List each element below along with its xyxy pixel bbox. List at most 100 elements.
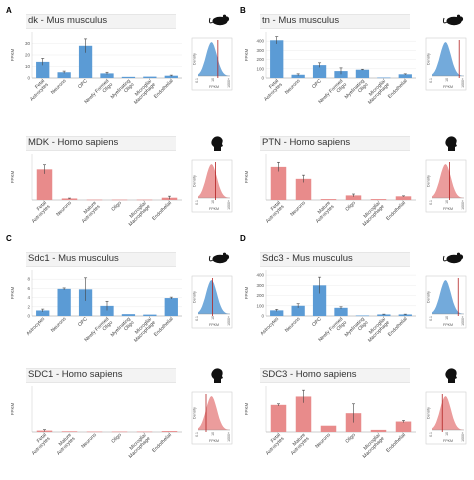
y-axis-label: FPKM <box>10 403 15 416</box>
x-tick-label: OPC <box>311 78 323 90</box>
panel-letter-b: B <box>240 6 246 15</box>
panel-letter-a: A <box>6 6 12 15</box>
bar <box>111 431 128 433</box>
chart-title-bar: SDC1 - Homo sapiens <box>26 368 176 383</box>
density-y-label: Density <box>427 407 431 419</box>
x-tick-label: Microglia/Macrophage <box>363 78 391 106</box>
y-axis-label: FPKM <box>244 287 249 300</box>
chart-title-bar: PTN - Homo sapiens <box>260 136 410 151</box>
density-x-tick: 10 <box>211 200 215 204</box>
panel-letter-d: D <box>240 234 246 243</box>
bar <box>395 196 412 200</box>
x-tick-label: Microglia/Macrophage <box>363 316 391 344</box>
bar <box>61 198 78 200</box>
chart-title: Sdc3 - Mus musculus <box>262 253 353 264</box>
density-x-tick: 10 <box>445 78 449 82</box>
chart-title-bar: Sdc3 - Mus musculus <box>260 252 410 267</box>
x-tick-label: Neurons <box>284 316 302 334</box>
bar <box>36 310 50 316</box>
human-head-icon <box>445 368 457 383</box>
bar <box>136 431 153 433</box>
density-x-label: FPKM <box>443 207 453 211</box>
density-x-tick: 1000+ <box>227 316 231 326</box>
density-x-tick: 10 <box>211 432 215 436</box>
x-tick-label: MyelinatingOligo <box>344 78 370 104</box>
density-x-tick: 0.1 <box>195 200 199 205</box>
x-tick-label: Microglia/Macrophage <box>129 316 157 344</box>
bar <box>398 74 412 78</box>
x-tick-label: Neurons <box>80 432 98 450</box>
y-tick-label: 300 <box>256 48 264 53</box>
bar <box>270 310 284 316</box>
chart-title-bar: MDK - Homo sapiens <box>26 136 176 151</box>
x-tick-label: OPC <box>311 316 323 328</box>
x-tick-label: Endothelial <box>151 432 173 454</box>
bar <box>61 431 78 432</box>
x-tick-label: Oligo <box>110 432 123 445</box>
bar <box>57 72 71 78</box>
bar <box>111 199 128 201</box>
chart-title: MDK - Homo sapiens <box>28 137 119 148</box>
density-x-tick: 0.1 <box>195 78 199 83</box>
density-x-tick: 10 <box>211 78 215 82</box>
y-tick-label: 0 <box>27 76 30 81</box>
x-tick-label: Endothelial <box>385 200 407 222</box>
x-tick-label: Oligo <box>344 432 357 445</box>
x-tick-label: Microglia/Macrophage <box>358 432 386 460</box>
y-tick-label: 0 <box>27 314 30 319</box>
density-x-tick: 1000+ <box>227 78 231 88</box>
density-y-label: Density <box>193 291 197 303</box>
bar <box>334 307 348 316</box>
y-tick-label: 6 <box>27 286 30 291</box>
x-tick-label: Astrocytes <box>259 316 280 337</box>
density-x-tick: 0.1 <box>195 316 199 321</box>
density-x-label: FPKM <box>209 207 219 211</box>
density-y-label: Density <box>193 53 197 65</box>
x-tick-label: Endothelial <box>387 316 409 338</box>
density-x-tick: 0.1 <box>195 432 199 437</box>
bar <box>36 169 53 200</box>
y-axis-label: FPKM <box>244 49 249 62</box>
y-tick-label: 200 <box>256 293 264 298</box>
density-curve <box>432 164 464 198</box>
human-head-icon <box>211 136 223 151</box>
x-tick-label: Oligo <box>344 200 357 213</box>
x-tick-label: Endothelial <box>151 200 173 222</box>
density-x-tick: 1000+ <box>461 78 465 88</box>
y-axis-label: FPKM <box>244 171 249 184</box>
bar <box>270 40 284 78</box>
x-tick-label: FetalAstrocytes <box>261 432 286 457</box>
x-tick-label: Astrocytes <box>25 316 46 337</box>
bar <box>355 315 370 317</box>
density-y-label: Density <box>193 175 197 187</box>
bar <box>100 73 114 78</box>
chart-title: Sdc1 - Mus musculus <box>28 253 119 264</box>
y-tick-label: 100 <box>256 66 264 71</box>
mouse-icon <box>442 252 464 264</box>
x-tick-label: Endothelial <box>153 78 175 100</box>
y-axis-label: FPKM <box>244 403 249 416</box>
chart-title-bar: Sdc1 - Mus musculus <box>26 252 176 267</box>
density-x-tick: 10 <box>445 200 449 204</box>
x-tick-label: MatureAstrocytes <box>52 432 77 457</box>
bar <box>164 298 178 316</box>
density-x-tick: 0.1 <box>429 432 433 437</box>
bar <box>136 199 153 201</box>
chart-title: PTN - Homo sapiens <box>262 137 351 148</box>
x-tick-label: Endothelial <box>387 78 409 100</box>
x-tick-label: Microglia/Macrophage <box>124 200 152 228</box>
bar <box>312 65 327 78</box>
bar <box>377 314 391 316</box>
bar <box>100 305 114 316</box>
bar <box>143 76 157 78</box>
y-axis-label: FPKM <box>10 49 15 62</box>
y-tick-label: 300 <box>256 283 264 288</box>
density-x-tick: 10 <box>211 316 215 320</box>
bar <box>86 199 103 201</box>
y-axis-label: FPKM <box>10 287 15 300</box>
x-tick-label: MyelinatingOligo <box>110 78 136 104</box>
bar <box>295 178 312 200</box>
density-y-label: Density <box>427 291 431 303</box>
